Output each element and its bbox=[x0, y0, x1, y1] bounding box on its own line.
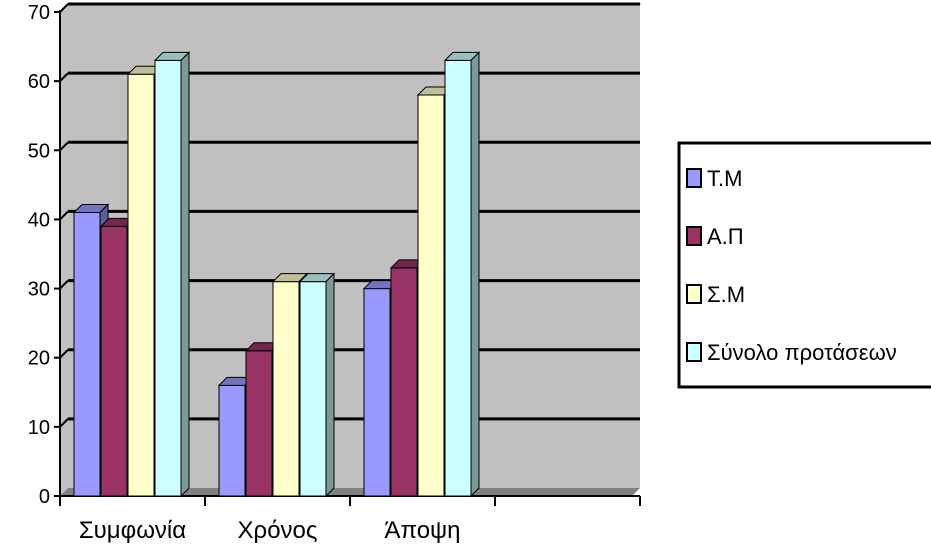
y-tick-label: 70 bbox=[28, 2, 50, 24]
bar-front bbox=[127, 73, 155, 497]
bar-side bbox=[325, 272, 335, 498]
gridline-depth bbox=[59, 72, 69, 82]
bar-front bbox=[444, 59, 472, 497]
gridline-depth bbox=[59, 279, 69, 290]
legend: Τ.Μ Α.Π Σ.Μ Σύνολο προτάσεων bbox=[677, 141, 931, 389]
legend-label: Σύνολο προτάσεων bbox=[707, 340, 897, 365]
bar-front bbox=[245, 350, 273, 497]
legend-label: Σ.Μ bbox=[707, 282, 745, 307]
bar-side bbox=[470, 51, 480, 498]
bar-front bbox=[73, 212, 101, 497]
bar-front bbox=[299, 281, 327, 497]
y-tick-label: 50 bbox=[28, 140, 50, 162]
legend-swatch bbox=[686, 284, 702, 304]
legend-swatch bbox=[686, 226, 702, 246]
y-tick-label: 0 bbox=[39, 486, 50, 508]
y-tick-label: 10 bbox=[28, 417, 50, 439]
bar-front bbox=[154, 59, 182, 497]
x-tick-label: Άποψη bbox=[384, 517, 460, 544]
legend-label: Τ.Μ bbox=[707, 166, 742, 191]
y-axis-ticks: 0 10 20 30 40 50 60 70 bbox=[28, 2, 60, 508]
legend-label: Α.Π bbox=[707, 224, 744, 249]
gridline-depth bbox=[59, 141, 69, 151]
bar-front bbox=[390, 267, 418, 497]
x-tick-label: Συμφωνία bbox=[79, 517, 186, 544]
y-tick-label: 30 bbox=[28, 279, 50, 301]
x-tick-label: Χρόνος bbox=[238, 517, 318, 544]
bars bbox=[72, 51, 481, 498]
bar bbox=[443, 51, 481, 498]
bar bbox=[153, 51, 191, 498]
bar-front bbox=[417, 94, 445, 497]
legend-swatch bbox=[686, 342, 702, 362]
gridline-depth bbox=[59, 3, 69, 13]
bar-side bbox=[180, 51, 190, 498]
bar bbox=[298, 272, 336, 498]
gridline-depth bbox=[59, 349, 69, 359]
y-tick-label: 20 bbox=[28, 348, 50, 370]
bar-front bbox=[218, 384, 246, 497]
bar-front bbox=[363, 288, 391, 497]
x-axis-ticks: Συμφωνία Χρόνος Άποψη bbox=[59, 496, 641, 544]
y-tick-label: 40 bbox=[28, 209, 50, 231]
bar-front bbox=[100, 225, 128, 497]
bar-front bbox=[272, 281, 300, 497]
gridline-depth bbox=[59, 210, 69, 221]
y-tick-label: 60 bbox=[28, 71, 50, 93]
legend-box bbox=[677, 141, 931, 389]
gridline-depth bbox=[59, 418, 69, 428]
legend-swatch bbox=[686, 168, 702, 188]
plot-floor bbox=[60, 488, 640, 496]
